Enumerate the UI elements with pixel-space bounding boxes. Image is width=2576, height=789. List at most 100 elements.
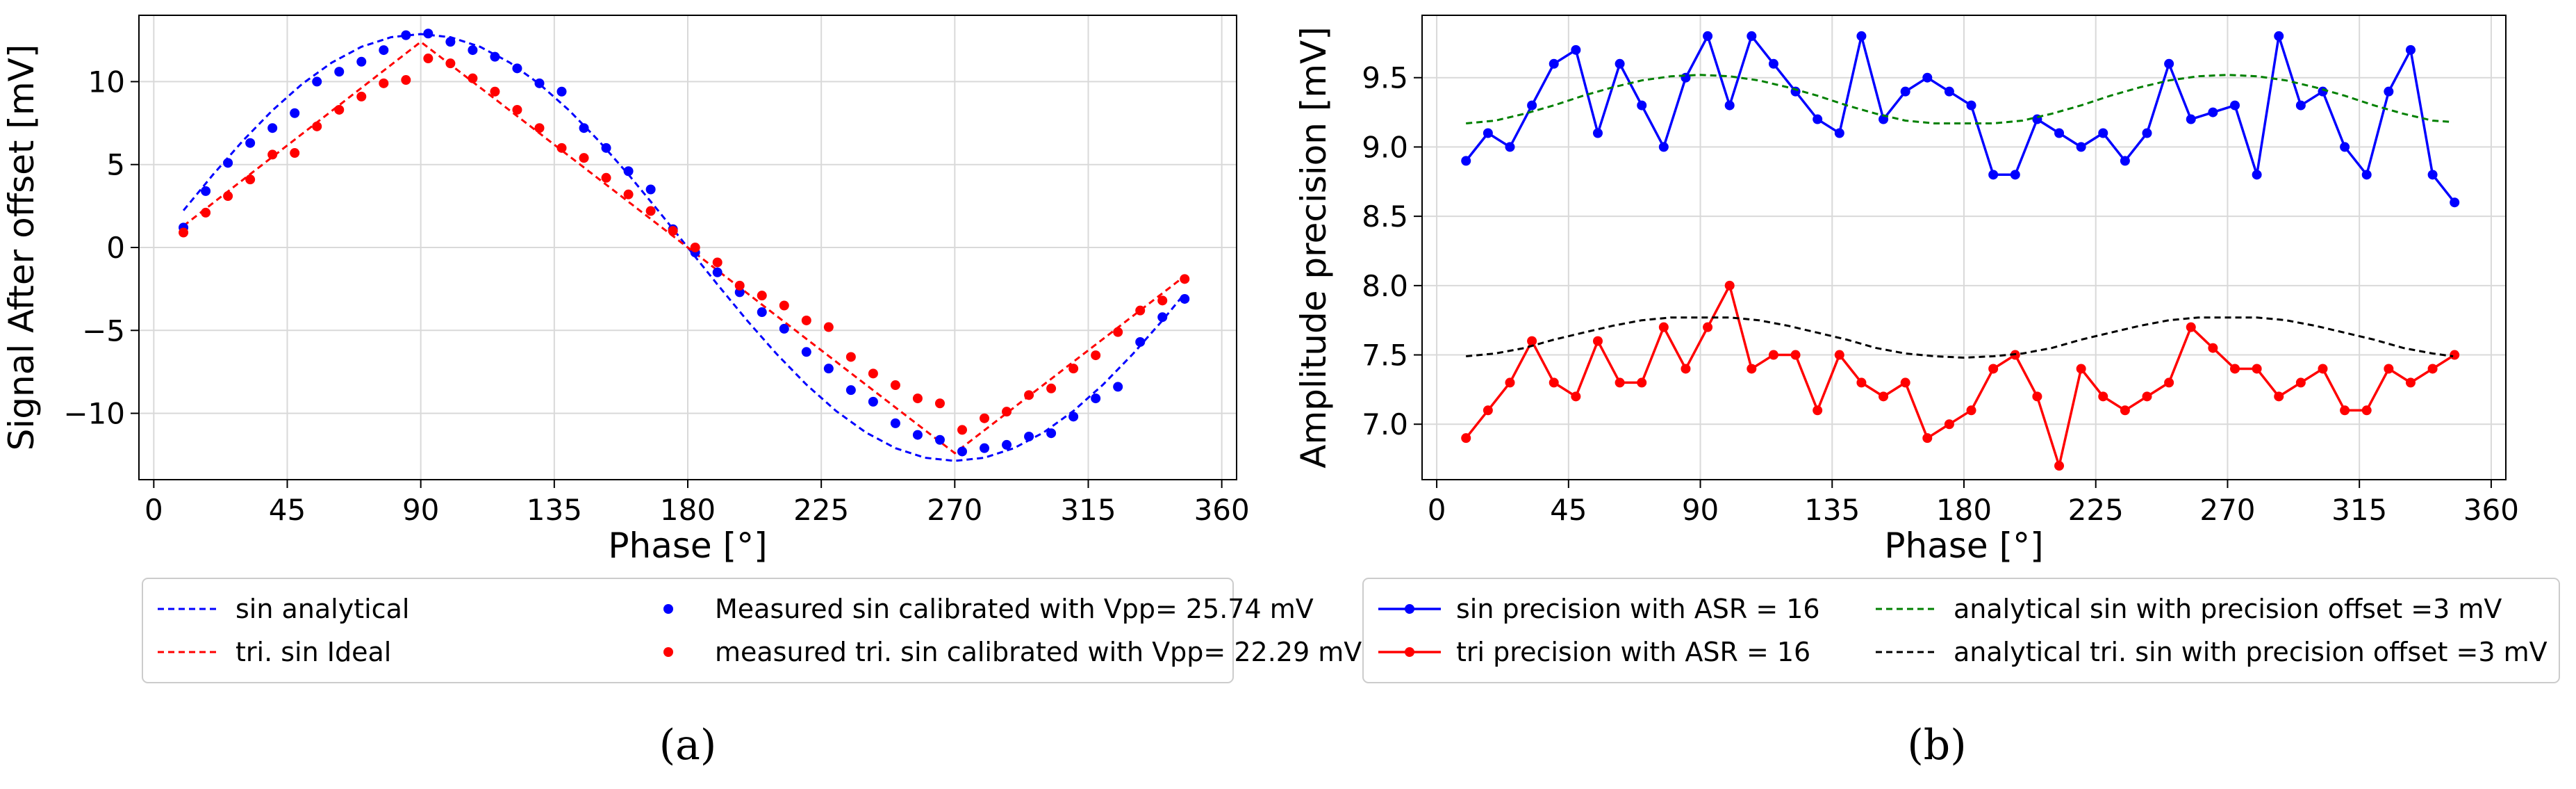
data-point bbox=[980, 413, 990, 423]
data-point bbox=[890, 380, 900, 391]
y-tick-label: −10 bbox=[63, 397, 125, 431]
series-analytical-sin-with-precision-offset-3-mv bbox=[1466, 74, 2454, 124]
legend-item: sin analytical bbox=[158, 594, 409, 624]
x-tick-label: 270 bbox=[2199, 493, 2255, 527]
x-tick-label: 45 bbox=[1550, 493, 1587, 527]
data-point bbox=[1549, 377, 1559, 388]
data-point bbox=[1135, 305, 1146, 316]
data-point bbox=[1527, 100, 1537, 111]
data-point bbox=[579, 123, 589, 133]
data-point bbox=[1724, 280, 1735, 291]
data-point bbox=[1549, 58, 1559, 69]
series-measured-tri-sin-calibrated-with-vpp-22-29-mv bbox=[179, 54, 1190, 435]
data-point bbox=[1505, 377, 1515, 388]
data-point bbox=[668, 226, 678, 236]
data-point bbox=[201, 207, 211, 218]
data-point bbox=[2230, 364, 2240, 374]
data-point bbox=[1571, 391, 1581, 402]
data-point bbox=[556, 86, 567, 97]
x-axis-label: Phase [°] bbox=[1884, 526, 2043, 566]
legend-swatch-marker bbox=[1405, 604, 1414, 614]
data-point bbox=[1461, 156, 1471, 166]
data-point bbox=[1703, 31, 1713, 41]
data-point bbox=[2098, 128, 2108, 138]
x-tick-label: 45 bbox=[269, 493, 306, 527]
data-point bbox=[1157, 295, 1168, 306]
data-point bbox=[2318, 364, 2328, 374]
data-point bbox=[1813, 405, 1823, 416]
data-point bbox=[2120, 405, 2130, 416]
data-point bbox=[2295, 100, 2306, 111]
legend-box bbox=[1362, 578, 2560, 683]
data-point bbox=[1813, 114, 1823, 124]
data-point bbox=[1856, 31, 1867, 41]
y-tick-label: 9.5 bbox=[1362, 61, 1408, 95]
data-point bbox=[1747, 364, 1757, 374]
data-point bbox=[2186, 114, 2196, 124]
data-point bbox=[2076, 142, 2086, 152]
chart-panel-a: 0 45 90 135 180 225 270 315 360 −10 −5 0 5 10 Phase [°… bbox=[1, 15, 1362, 770]
data-point bbox=[1113, 327, 1123, 337]
data-point bbox=[1571, 44, 1581, 55]
x-tick-label: 360 bbox=[1194, 493, 1250, 527]
data-point bbox=[1922, 433, 1933, 444]
series-line bbox=[1466, 74, 2454, 124]
data-point bbox=[445, 58, 456, 69]
data-point bbox=[1944, 86, 1954, 97]
data-point bbox=[1527, 336, 1537, 346]
legend-label: analytical tri. sin with precision offse… bbox=[1954, 637, 2548, 667]
data-point bbox=[512, 63, 522, 74]
data-point bbox=[334, 104, 345, 115]
data-point bbox=[801, 347, 811, 357]
data-point bbox=[556, 143, 567, 153]
x-tick-label: 270 bbox=[927, 493, 982, 527]
data-point bbox=[2120, 156, 2130, 166]
data-point bbox=[2361, 170, 2372, 180]
data-point bbox=[179, 227, 189, 238]
data-point bbox=[1180, 274, 1190, 284]
plot-frame bbox=[1421, 15, 2507, 480]
x-tick-label: 180 bbox=[1936, 493, 1992, 527]
data-point bbox=[2208, 343, 2218, 353]
data-point bbox=[534, 123, 545, 133]
data-point bbox=[223, 158, 233, 168]
series-measured-sin-calibrated-with-vpp-25-74-mv bbox=[179, 29, 1190, 457]
data-point bbox=[312, 76, 322, 87]
data-point bbox=[490, 86, 500, 97]
y-tick-label: 0 bbox=[106, 231, 125, 265]
data-point bbox=[490, 51, 500, 62]
data-point bbox=[1157, 312, 1168, 323]
data-point bbox=[1135, 336, 1146, 347]
plot-frame bbox=[138, 15, 1237, 480]
data-point bbox=[1658, 142, 1669, 152]
data-point bbox=[1790, 86, 1801, 97]
data-point bbox=[401, 30, 411, 40]
y-tick-label: −5 bbox=[82, 314, 125, 348]
legend-item: analytical tri. sin with precision offse… bbox=[1876, 637, 2548, 667]
data-point bbox=[468, 45, 478, 56]
legend-label: sin analytical bbox=[236, 594, 409, 624]
series-sin-precision-with-asr-16 bbox=[1461, 31, 2460, 208]
y-axis-label: Amplitude precision [mV] bbox=[1294, 26, 1334, 469]
data-point bbox=[601, 172, 611, 183]
x-tick-label: 225 bbox=[2068, 493, 2124, 527]
data-point bbox=[2054, 461, 2065, 471]
data-point bbox=[1637, 377, 1647, 388]
data-point bbox=[868, 396, 878, 407]
data-point bbox=[2274, 391, 2284, 402]
data-point bbox=[1461, 433, 1471, 444]
data-point bbox=[2340, 405, 2350, 416]
data-point bbox=[445, 37, 456, 47]
data-point bbox=[201, 186, 211, 196]
data-point bbox=[579, 153, 589, 163]
data-point bbox=[1724, 100, 1735, 111]
data-point bbox=[1768, 58, 1778, 69]
data-point bbox=[423, 54, 434, 64]
legend-box bbox=[142, 578, 1234, 683]
data-point bbox=[401, 75, 411, 86]
series-line bbox=[1464, 33, 2456, 204]
data-point bbox=[1768, 350, 1778, 360]
data-point bbox=[1922, 72, 1933, 83]
legend-swatch-marker bbox=[1405, 647, 1414, 657]
legend-swatch bbox=[663, 647, 673, 657]
